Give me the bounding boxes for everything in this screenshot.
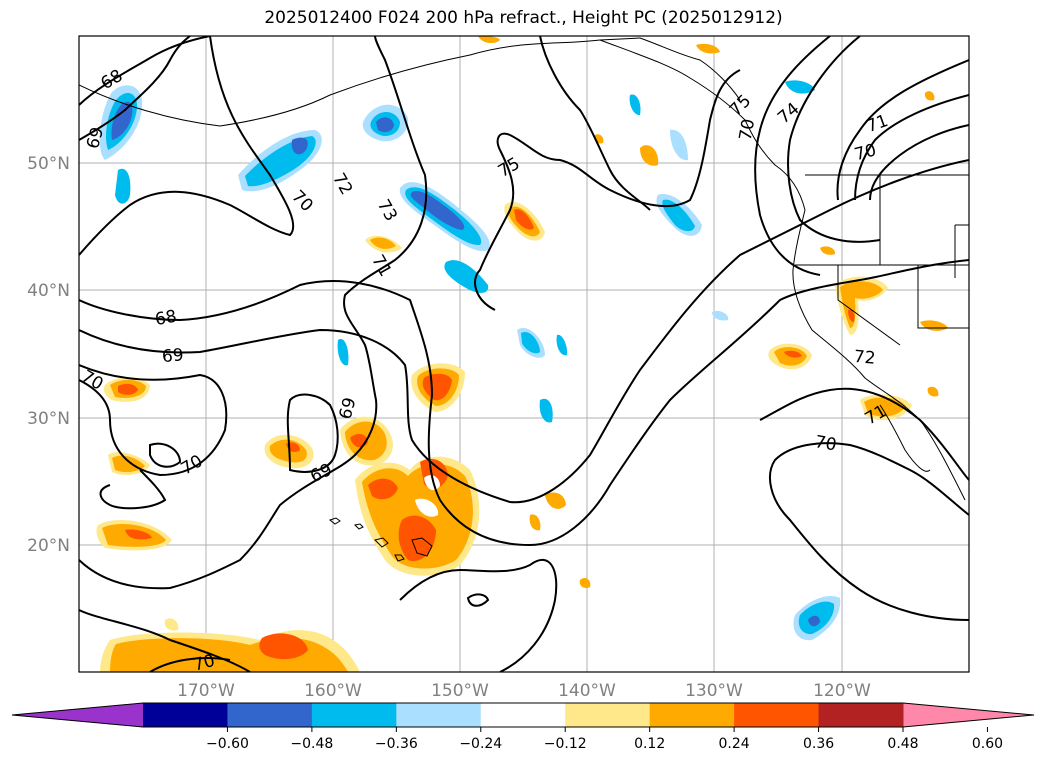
colorbar-segment — [565, 703, 651, 727]
colorbar-outline — [11, 702, 1035, 728]
plot-frame — [78, 35, 970, 673]
positive-anomaly-areas — [96, 36, 948, 672]
colorbar-segment — [396, 703, 482, 727]
colorbar-tick-label: −0.48 — [290, 736, 333, 752]
colorbar-tick-label: 0.36 — [803, 736, 834, 752]
lat-label: 40°N — [27, 281, 70, 301]
colorbar-tick-label: 0.12 — [634, 736, 665, 752]
lon-label: 120°W — [813, 681, 871, 701]
latitude-labels: 50°N 40°N 30°N 20°N — [27, 154, 70, 556]
contour-label: 72 — [853, 347, 876, 369]
colorbar-segment — [227, 703, 313, 727]
colorbar-tick-label: 0.60 — [972, 736, 1003, 752]
colorbar-segment — [649, 703, 735, 727]
colorbar-tick-label: 0.48 — [887, 736, 918, 752]
colorbar-tick-label: −0.36 — [375, 736, 418, 752]
colorbar-tick-label: −0.60 — [206, 736, 249, 752]
colorbar-segment — [818, 703, 904, 727]
map-title: 2025012400 F024 200 hPa refract., Height… — [264, 8, 783, 28]
coastlines — [79, 37, 969, 562]
lon-label: 130°W — [685, 681, 743, 701]
colorbar-segment — [734, 703, 820, 727]
colorbar-extension-low — [12, 703, 143, 727]
height-contours — [79, 36, 969, 672]
colorbar-tick-label: −0.24 — [459, 736, 502, 752]
colorbar-segment — [311, 703, 397, 727]
lat-label: 30°N — [27, 409, 70, 429]
lon-label: 160°W — [304, 681, 362, 701]
lon-label: 140°W — [558, 681, 616, 701]
lat-label: 20°N — [27, 536, 70, 556]
contour-label: 70 — [191, 651, 217, 676]
colorbar-segment — [143, 703, 228, 727]
contour-label: 70 — [736, 117, 759, 142]
colorbar: −0.60 −0.48 −0.36 −0.24 −0.12 0.12 0.24 0.36 0.4… — [11, 702, 1035, 752]
colorbar-tick-label: −0.12 — [544, 736, 587, 752]
contour-label: 69 — [161, 345, 184, 367]
lat-label: 50°N — [27, 154, 70, 174]
colorbar-segment — [480, 703, 566, 727]
lon-label: 150°W — [431, 681, 489, 701]
colorbar-tick-label: 0.24 — [719, 736, 750, 752]
lon-label: 170°W — [177, 681, 235, 701]
colorbar-extension-high — [903, 703, 1034, 727]
plot-area — [79, 36, 969, 672]
longitude-labels: 170°W 160°W 150°W 140°W 130°W 120°W — [177, 681, 871, 701]
contour-label: 70 — [813, 432, 838, 455]
contour-label: 68 — [153, 307, 178, 330]
